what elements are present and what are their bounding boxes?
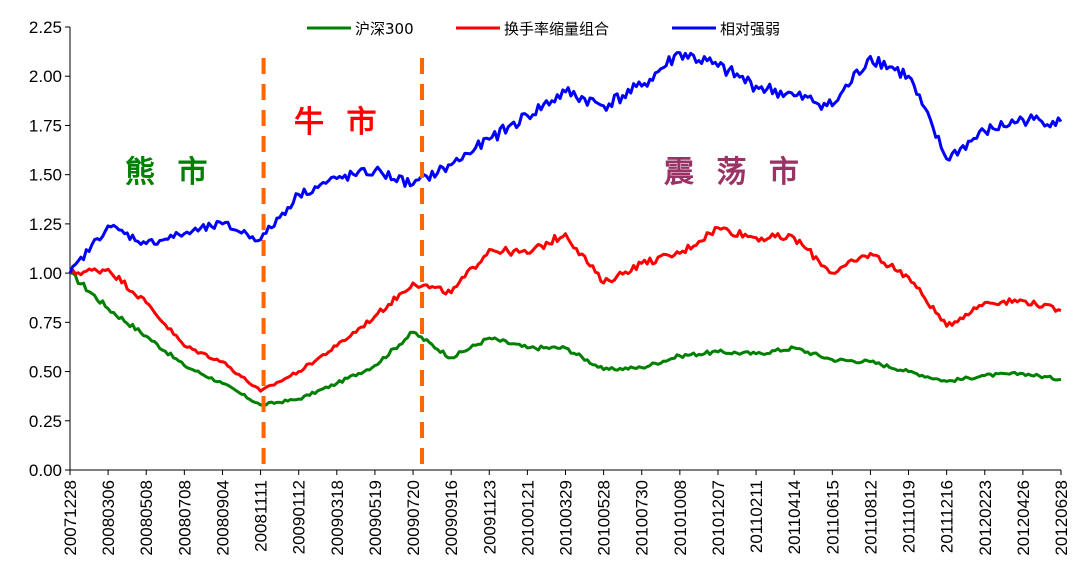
x-tick-label: 20101008 (671, 480, 690, 556)
phase-labels: 熊 市 牛 市震 荡 市 (125, 105, 805, 190)
series-line-1 (68, 226, 1062, 393)
x-tick-label: 20090318 (328, 480, 347, 556)
y-tick-label: 2.25 (29, 18, 62, 37)
x-tick-label: 20120223 (976, 480, 995, 556)
legend-label: 换手率缩量组合 (504, 20, 609, 38)
x-tick-label: 20111216 (938, 480, 957, 553)
axes: 0.00 0.25 0.50 0.75 1.00 1.25 1.50 1.75 2.00 2.25… (29, 18, 1071, 556)
series-line-2 (68, 51, 1063, 274)
phase-label: 熊 市 (125, 155, 213, 190)
series-layer (68, 51, 1063, 407)
x-tick-label: 20110211 (747, 480, 766, 553)
y-tick-label: 0.00 (29, 461, 62, 480)
x-tick-label: 20120426 (1014, 480, 1033, 556)
series-line-0 (69, 271, 1062, 407)
x-tick-label: 20111019 (900, 480, 919, 553)
y-tick-label: 1.50 (29, 166, 62, 185)
x-tick-label: 20080306 (99, 480, 118, 556)
y-tick-label: 0.75 (29, 313, 62, 332)
legend: 沪深300 换手率缩量组合 相对强弱 (307, 20, 780, 38)
x-tick-label: 20090720 (404, 480, 423, 556)
phase-label: 震 荡 市 (664, 155, 805, 190)
x-tick-label: 20110812 (861, 480, 880, 554)
y-tick-label: 0.50 (29, 363, 62, 382)
legend-label: 沪深300 (355, 20, 414, 38)
y-tick-label: 1.25 (29, 215, 62, 234)
legend-label: 相对强弱 (720, 20, 780, 38)
x-tick-label: 20080708 (175, 480, 194, 556)
x-tick-label: 20101207 (709, 480, 728, 556)
x-tick-label: 20100528 (595, 480, 614, 556)
x-tick-label: 20071228 (61, 480, 80, 556)
phase-label: 牛 市 (294, 105, 382, 140)
x-tick-label: 20080904 (213, 480, 232, 556)
x-tick-label: 20080508 (137, 480, 156, 556)
x-tick-label: 20110615 (823, 480, 842, 554)
y-tick-label: 0.25 (29, 412, 62, 431)
x-tick-label: 20090916 (442, 480, 461, 556)
x-tick-label: 20091123 (480, 480, 499, 554)
x-tick-label: 20110414 (785, 480, 804, 554)
x-tick-label: 20120628 (1052, 480, 1071, 556)
y-tick-label: 1.00 (29, 264, 62, 283)
x-tick-label: 20100121 (518, 480, 537, 556)
phase-dividers (261, 58, 425, 470)
y-tick-label: 1.75 (29, 116, 62, 135)
x-tick-label: 20090112 (290, 480, 309, 554)
y-tick-label: 2.00 (29, 67, 62, 86)
x-tick-label: 20090519 (366, 480, 385, 556)
x-tick-label: 20100329 (557, 480, 576, 556)
x-tick-label: 20100730 (633, 480, 652, 556)
x-tick-label: 20081111 (252, 480, 271, 552)
